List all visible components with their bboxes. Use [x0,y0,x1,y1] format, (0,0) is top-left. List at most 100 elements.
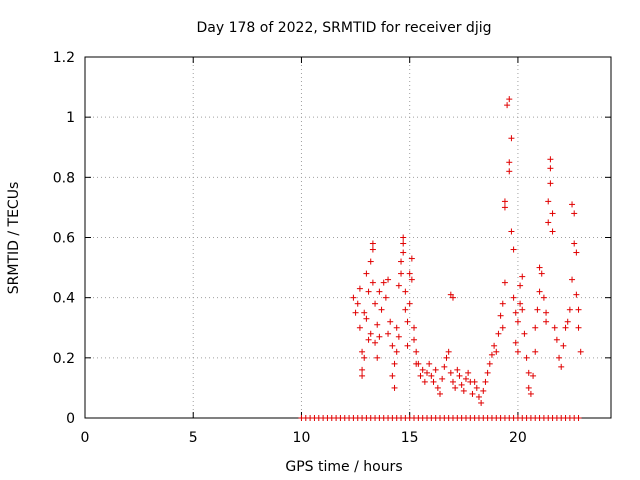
data-point [556,354,563,361]
data-point [536,288,543,295]
data-point [523,354,530,361]
data-point [573,249,580,256]
data-point [456,372,463,379]
data-point [569,276,576,283]
data-point [389,372,396,379]
data-markers [298,96,584,421]
data-point [385,276,392,283]
data-point [517,300,524,307]
data-point [510,294,517,301]
data-point [352,309,359,316]
data-point [497,312,504,319]
data-point [508,135,515,142]
data-point [532,324,539,331]
y-tick-label: 1.2 [53,50,75,66]
data-point [417,372,424,379]
data-point [428,372,435,379]
data-point [398,258,405,265]
data-point [553,336,560,343]
data-point [443,354,450,361]
data-point [471,378,478,385]
data-point [426,360,433,367]
data-point [480,387,487,394]
data-point [545,198,552,205]
data-point [376,333,383,340]
data-point [447,369,454,376]
data-point [419,366,426,373]
data-point [510,246,517,253]
data-point [356,324,363,331]
x-tick-label: 15 [401,430,419,446]
data-point [449,378,456,385]
data-point [484,369,491,376]
data-point [400,240,407,247]
data-point [562,324,569,331]
x-tick-label: 20 [509,430,527,446]
data-point [547,165,554,172]
data-point [573,291,580,298]
y-axis-label: SRMTID / TECUs [6,182,22,295]
y-tick-label: 0.2 [53,351,75,367]
data-point [452,384,459,391]
x-axis-label: GPS time / hours [285,459,402,475]
data-point [501,279,508,286]
data-point [560,342,567,349]
data-point [521,330,528,337]
data-point [575,415,582,421]
x-tick-label: 5 [189,430,198,446]
data-point [434,384,441,391]
data-point [411,336,418,343]
data-point [354,300,361,307]
data-point [361,354,368,361]
data-point [415,360,422,367]
data-point [549,228,556,235]
data-point [430,378,437,385]
data-point [372,339,379,346]
data-point [499,300,506,307]
data-point [478,399,485,406]
data-point [549,210,556,217]
data-point [571,210,578,217]
plot-frame [84,56,612,419]
data-point [389,342,396,349]
data-point [369,240,376,247]
data-point [378,306,385,313]
grid-lines [85,57,611,418]
data-point [469,390,476,397]
data-point [540,294,547,301]
data-point [376,288,383,295]
data-point [543,318,550,325]
data-point [398,270,405,277]
data-point [350,294,357,301]
data-point [404,342,411,349]
data-point [400,234,407,241]
data-point [577,348,584,355]
data-point [406,270,413,277]
data-point [439,375,446,382]
data-point [482,378,489,385]
data-point [475,393,482,400]
data-point [506,96,513,103]
data-point [473,384,480,391]
data-point [391,384,398,391]
data-point [547,156,554,163]
data-point [508,228,515,235]
data-point [393,348,400,355]
data-point [547,180,554,187]
data-point [441,363,448,370]
data-point [393,324,400,331]
data-point [571,240,578,247]
data-point [432,366,439,373]
data-point [525,384,532,391]
data-point [551,324,558,331]
data-point [382,294,389,301]
data-point [575,306,582,313]
data-point [532,348,539,355]
data-point [369,279,376,286]
data-point [501,198,508,205]
data-point [408,255,415,262]
data-point [447,291,454,298]
data-point [519,306,526,313]
data-point [365,288,372,295]
data-point [536,264,543,271]
